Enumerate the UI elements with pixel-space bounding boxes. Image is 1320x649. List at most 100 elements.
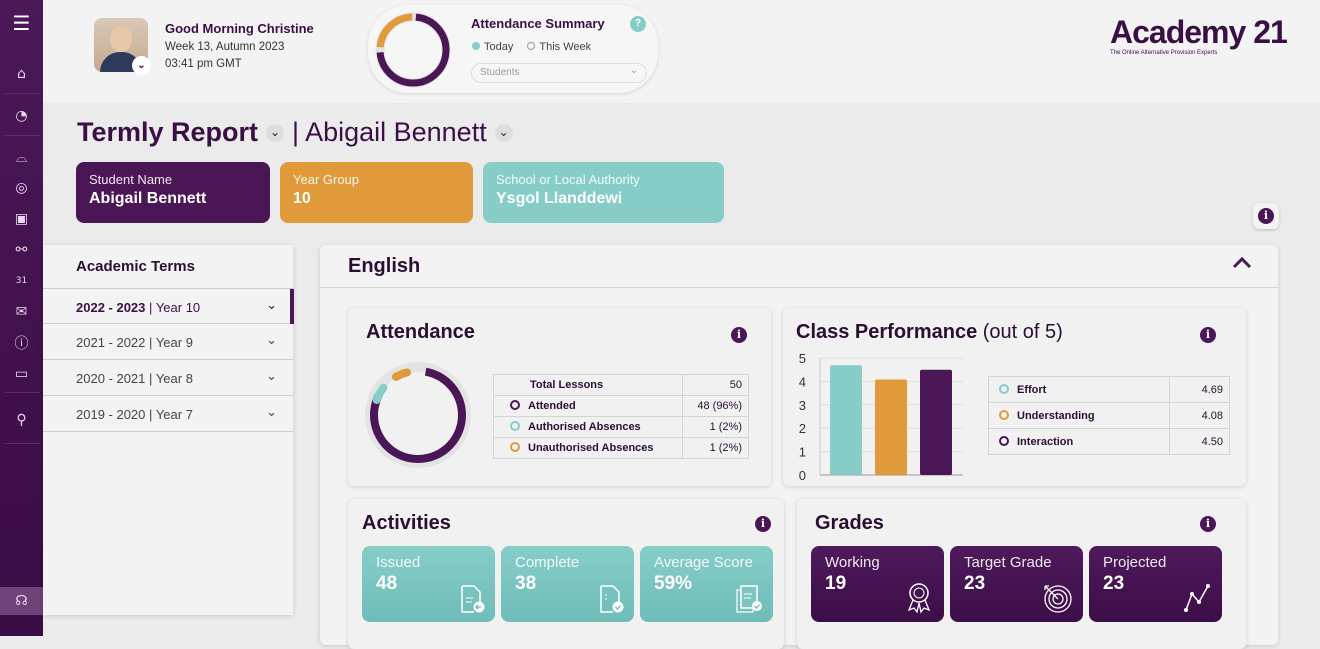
card-value: Ysgol Llanddewi	[496, 190, 623, 207]
grades-title: Grades	[815, 512, 884, 534]
logo-tagline: The Online Alternative Provision Experts	[1110, 50, 1218, 56]
subject-panel: English Attendance i Total Lessons 50 Att…	[320, 245, 1278, 649]
attendance-summary-title: Attendance Summary	[471, 16, 605, 31]
term-item-2021-2022[interactable]: 2021 - 2022 | Year 9 ⌄	[43, 324, 293, 360]
calendar-check-icon[interactable]: ▣	[14, 210, 29, 227]
year-group-card: Year Group 10	[280, 162, 473, 223]
y-tick-label: 0	[799, 468, 806, 483]
info-icon[interactable]: i	[1200, 516, 1216, 532]
terms-title: Academic Terms	[76, 258, 195, 275]
chevron-down-icon: ⌄	[266, 368, 277, 383]
award-rosette-icon	[907, 583, 931, 614]
line-graph-icon	[1184, 584, 1210, 612]
school-card: School or Local Authority Ysgol Llanddewi	[483, 162, 724, 223]
info-icon: i	[1258, 208, 1274, 224]
report-type-chevron-icon[interactable]: ⌄	[266, 123, 285, 142]
profile-dropdown-chevron-icon[interactable]: ⌄	[132, 56, 151, 75]
sidebar: ☰ ⌂ ◔ ⌓ ◎ ▣ ⚯ 31 ✉ ⓘ ▭ ⚲ ☊	[0, 0, 43, 636]
key-user-icon[interactable]: ⚲	[16, 411, 27, 428]
calendar-31-icon[interactable]: 31	[15, 275, 28, 286]
attendance-title: Attendance	[366, 321, 475, 343]
y-tick-label: 4	[799, 374, 806, 389]
info-icon[interactable]: i	[731, 327, 747, 343]
table-row: Interaction 4.50	[988, 428, 1230, 455]
performance-title: Class Performance	[796, 321, 978, 343]
table-row: Unauthorised Absences 1 (2%)	[492, 437, 749, 459]
radio-week-label: This Week	[539, 41, 592, 53]
info-icon[interactable]: ⓘ	[14, 335, 29, 352]
term-item-2020-2021[interactable]: 2020 - 2021 | Year 8 ⌄	[43, 360, 293, 396]
activity-tile-complete[interactable]: Complete 38	[501, 546, 634, 622]
table-row: Authorised Absences 1 (2%)	[492, 416, 749, 438]
headset-icon: ☊	[15, 592, 28, 609]
y-tick-label: 1	[799, 445, 806, 460]
document-return-icon	[461, 585, 485, 613]
activity-tile-average-score[interactable]: Average Score 59%	[640, 546, 773, 622]
collapse-chevron-up-icon[interactable]	[1232, 257, 1252, 269]
top-bar	[43, 0, 1320, 103]
support-button[interactable]: ☊	[0, 587, 43, 615]
card-value: Abigail Bennett	[89, 190, 207, 207]
dropdown-value: Students	[480, 67, 520, 78]
subject-title: English	[348, 255, 421, 277]
card-label: Student Name	[89, 172, 173, 187]
page-title: Termly Report ⌄ | Abigail Bennett ⌄	[77, 117, 513, 148]
radio-today-label: Today	[484, 41, 514, 53]
term-year: Year 9	[155, 335, 193, 350]
chevron-down-icon: ⌄	[266, 297, 277, 312]
attendance-table: Total Lessons 50 Attended 48 (96%) Authori…	[492, 374, 749, 459]
student-chevron-icon[interactable]: ⌄	[494, 123, 513, 142]
home-icon[interactable]: ⌂	[17, 65, 26, 82]
performance-bar-chart: 0 1 2 3 4 5	[799, 351, 963, 483]
table-row: Understanding 4.08	[988, 402, 1230, 429]
performance-suffix: (out of 5)	[982, 321, 1063, 343]
chevron-down-icon: ⌄	[266, 332, 277, 347]
term-item-2019-2020[interactable]: 2019 - 2020 | Year 7 ⌄	[43, 396, 293, 432]
grade-tile-target[interactable]: Target Grade 23	[950, 546, 1083, 622]
week-label: Week 13, Autumn 2023	[165, 41, 285, 53]
term-year: Year 10	[155, 300, 201, 315]
radio-today[interactable]: Today	[472, 41, 513, 53]
page-info-button[interactable]: i	[1253, 203, 1279, 229]
card-label: Year Group	[293, 172, 360, 187]
mail-icon[interactable]: ✉	[15, 303, 28, 320]
help-icon[interactable]: ?	[630, 16, 646, 32]
term-year: Year 8	[155, 371, 193, 386]
attendance-summary-widget: Attendance Summary ? Today This Week Stu…	[368, 5, 658, 93]
target-icon[interactable]: ◎	[15, 179, 28, 196]
avatar[interactable]	[94, 18, 148, 72]
table-row: Effort 4.69	[988, 376, 1230, 403]
term-years: 2019 - 2020	[76, 407, 146, 422]
students-dropdown[interactable]: Students ⌄	[471, 63, 647, 83]
grade-tile-working[interactable]: Working 19	[811, 546, 944, 622]
academic-terms-panel: Academic Terms 2022 - 2023 | Year 10 ⌄ 20…	[43, 245, 294, 615]
grade-tile-projected[interactable]: Projected 23	[1089, 546, 1222, 622]
info-icon[interactable]: i	[755, 516, 771, 532]
activities-card: Activities i Issued 48 Complete 38 Average…	[348, 499, 784, 649]
document-check-icon	[600, 585, 624, 613]
academy21-logo[interactable]: Academy 21 The Online Alternative Provis…	[1110, 14, 1288, 56]
y-tick-label: 5	[799, 351, 806, 366]
graduation-cap-icon[interactable]: ⌓	[15, 149, 28, 166]
info-icon[interactable]: i	[1200, 327, 1216, 343]
term-years: 2021 - 2022	[76, 335, 146, 350]
activities-title: Activities	[362, 512, 451, 534]
activity-tile-issued[interactable]: Issued 48	[362, 546, 495, 622]
radio-this-week[interactable]: This Week	[527, 41, 591, 53]
table-row: Attended 48 (96%)	[492, 395, 749, 417]
network-icon[interactable]: ⚯	[15, 241, 28, 258]
grades-card: Grades i Working 19 Target Grade 23 Projec…	[797, 499, 1246, 649]
monitor-icon[interactable]: ▭	[14, 365, 29, 382]
chevron-down-icon: ⌄	[266, 404, 277, 419]
report-type: Termly Report	[77, 117, 259, 147]
menu-icon[interactable]: ☰	[12, 10, 31, 35]
bar-interaction	[920, 369, 952, 475]
card-value: 10	[293, 190, 311, 207]
term-item-2022-2023[interactable]: 2022 - 2023 | Year 10 ⌄	[43, 288, 294, 324]
dashboard-icon[interactable]: ◔	[15, 107, 28, 124]
student-name-title: | Abigail Bennett	[292, 117, 487, 147]
documents-stack-icon	[736, 585, 762, 613]
table-row: Total Lessons 50	[492, 374, 749, 396]
attendance-card: Attendance i Total Lessons 50 Attended 48 …	[348, 308, 771, 486]
card-label: School or Local Authority	[496, 172, 640, 187]
